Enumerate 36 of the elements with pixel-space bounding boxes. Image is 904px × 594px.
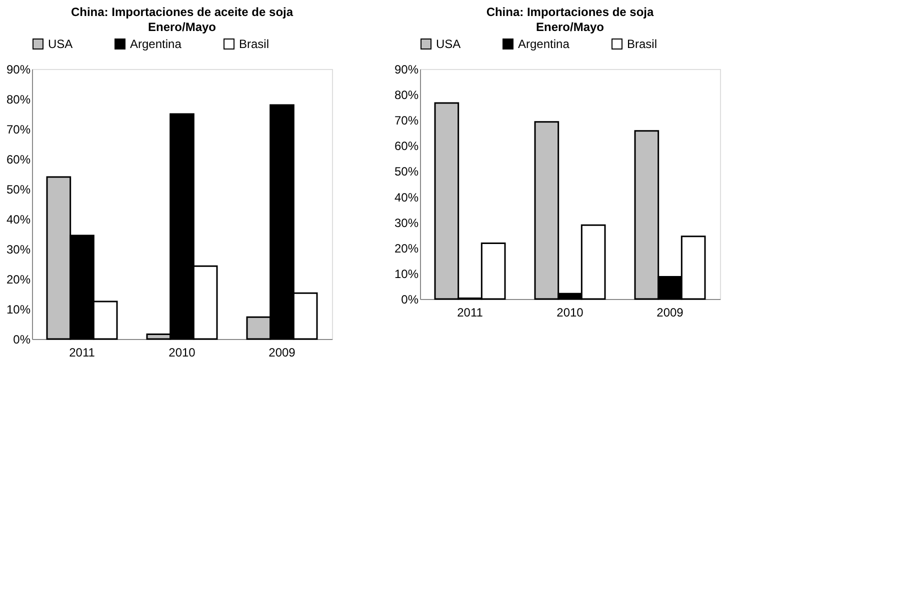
y-tick-label: 40% (6, 212, 31, 226)
chart-title: China: Importaciones de aceite de soja (70, 5, 294, 19)
chart-subtitle: Enero/Mayo (536, 20, 604, 34)
y-tick-label: 70% (6, 122, 31, 136)
y-tick-label: 40% (394, 190, 419, 204)
x-tick-label: 2011 (69, 346, 96, 360)
x-tick-label: 2009 (268, 346, 296, 360)
y-tick-label: 60% (6, 152, 31, 166)
y-tick-label: 0% (13, 332, 31, 346)
x-tick-label: 2010 (556, 306, 584, 320)
chart-title: China: Importaciones de soja (486, 5, 654, 19)
legend-label: USA (48, 37, 73, 51)
y-tick-label: 10% (394, 266, 419, 281)
y-tick-label: 50% (394, 164, 419, 179)
y-tick-label: 80% (6, 92, 31, 106)
legend-label: Brasil (239, 37, 270, 51)
x-tick-label: 2009 (656, 306, 684, 320)
y-tick-label: 0% (401, 292, 419, 306)
y-tick-label: 20% (394, 241, 419, 256)
x-tick-label: 2011 (457, 306, 484, 320)
y-tick-label: 20% (6, 272, 31, 286)
x-tick-label: 2010 (168, 346, 196, 360)
legend-label: Brasil (627, 37, 658, 51)
y-tick-label: 60% (394, 139, 419, 154)
y-tick-label: 90% (394, 62, 419, 76)
y-tick-label: 10% (6, 302, 31, 316)
y-tick-label: 90% (6, 62, 31, 76)
chart-subtitle: Enero/Mayo (148, 20, 216, 34)
y-tick-label: 30% (6, 242, 31, 256)
y-tick-label: 70% (394, 114, 419, 128)
legend-label: Argentina (518, 37, 570, 51)
y-tick-label: 50% (6, 182, 31, 196)
y-tick-label: 30% (394, 216, 419, 230)
y-tick-label: 80% (394, 88, 419, 102)
legend-label: USA (436, 37, 461, 51)
legend-label: Argentina (130, 37, 182, 51)
